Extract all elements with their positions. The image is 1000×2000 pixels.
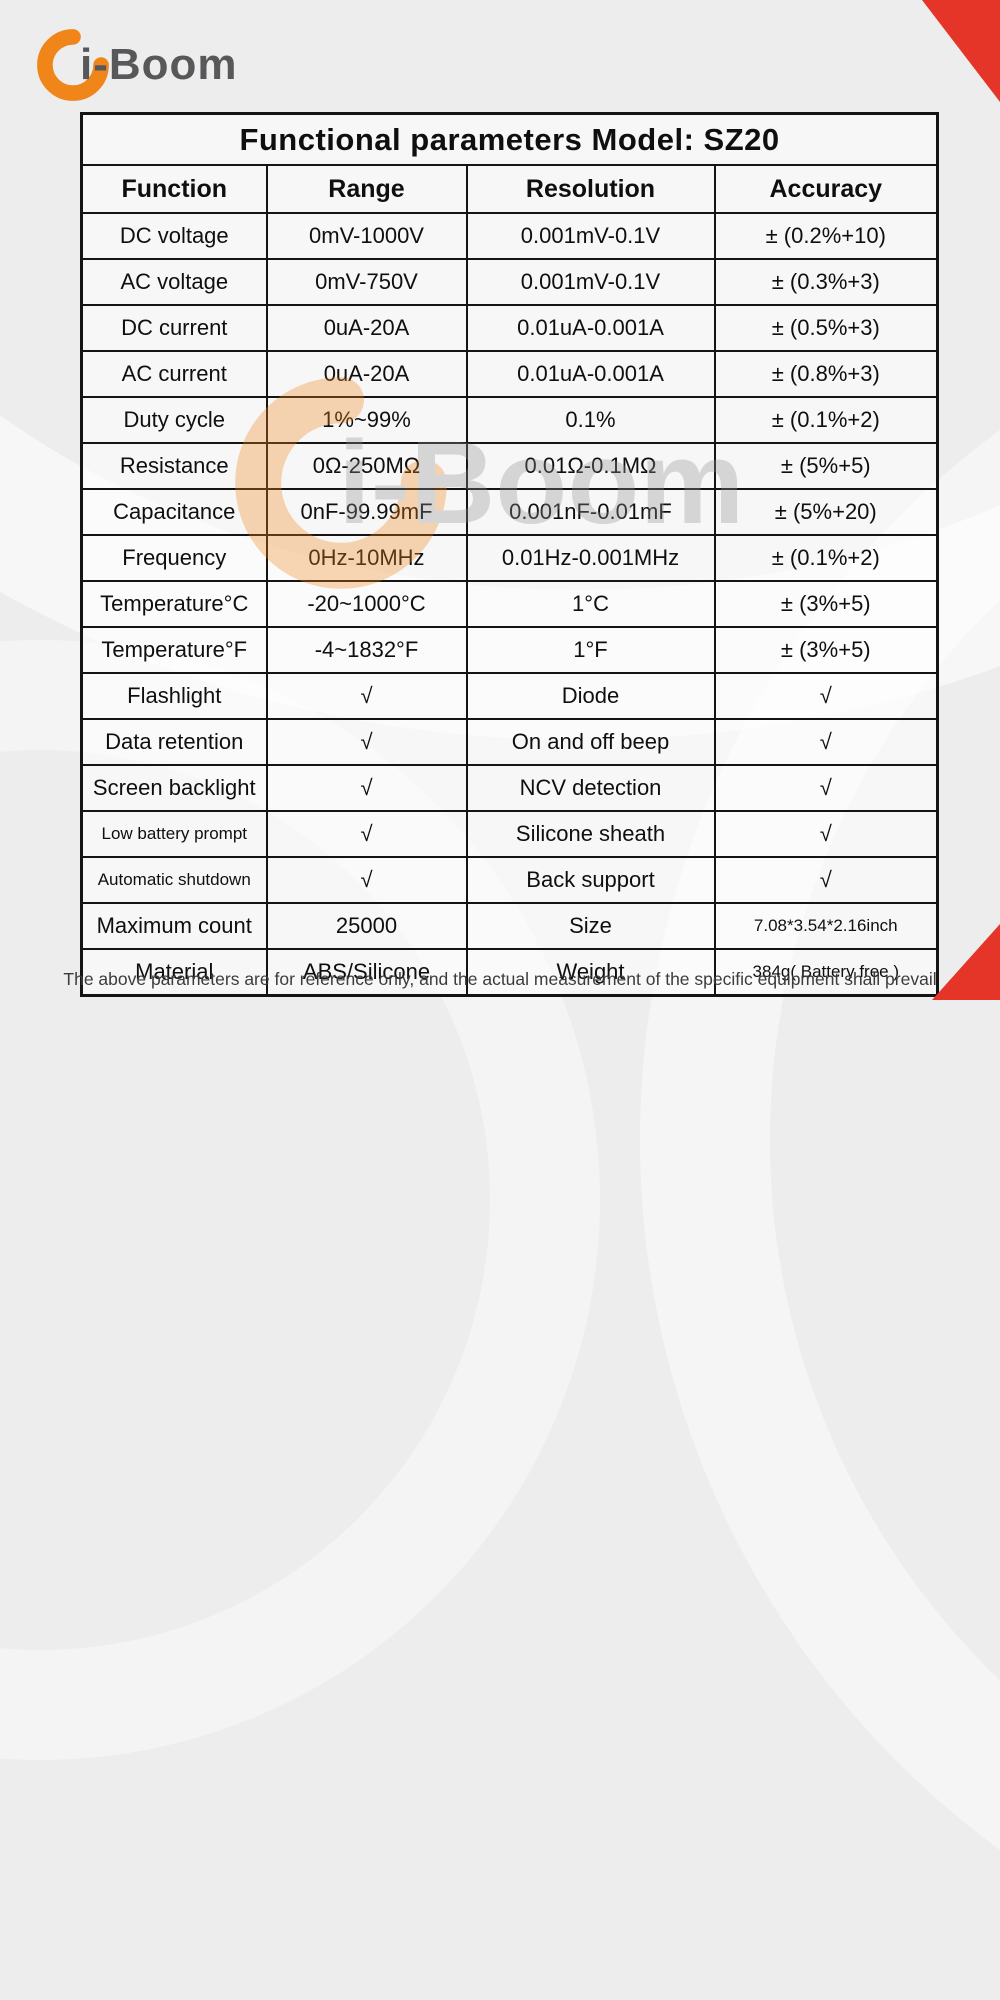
column-header: Range (265, 164, 468, 214)
resolution-cell: 1°F (465, 626, 716, 674)
range-cell: 0uA-20A (265, 304, 468, 352)
function-cell: Automatic shutdown (80, 856, 268, 904)
range-cell: ABS/Silicone (265, 948, 468, 997)
resolution-cell: On and off beep (465, 718, 716, 766)
spec-table: Functional parameters Model: SZ20 Functi… (80, 112, 940, 997)
accuracy-cell: ± (0.8%+3) (713, 350, 939, 398)
range-cell: -4~1832°F (265, 626, 468, 674)
function-cell: AC current (80, 350, 268, 398)
table-row: DC current 0uA-20A 0.01uA-0.001A ± (0.5%+3) (80, 304, 939, 352)
table-row: Capacitance 0nF-99.99mF 0.001nF-0.01mF ± (5… (80, 488, 939, 536)
function-cell: Frequency (80, 534, 268, 582)
function-cell: Screen backlight (80, 764, 268, 812)
accuracy-cell: √ (713, 718, 939, 766)
function-cell: DC current (80, 304, 268, 352)
brand-name: i-Boom (80, 40, 238, 89)
accuracy-cell: ± (0.2%+10) (713, 212, 939, 260)
resolution-cell: 0.001nF-0.01mF (465, 488, 716, 536)
accuracy-cell: ± (0.1%+2) (713, 396, 939, 444)
resolution-cell: 0.01Ω-0.1MΩ (465, 442, 716, 490)
brand-logo: i-Boom (34, 26, 238, 104)
resolution-cell: 1°C (465, 580, 716, 628)
range-cell: 0mV-750V (265, 258, 468, 306)
table-row: DC voltage 0mV-1000V 0.001mV-0.1V ± (0.2%+1… (80, 212, 939, 260)
function-cell: DC voltage (80, 212, 268, 260)
accuracy-cell: ± (3%+5) (713, 580, 939, 628)
function-cell: Capacitance (80, 488, 268, 536)
range-cell: 0mV-1000V (265, 212, 468, 260)
table-row: AC voltage 0mV-750V 0.001mV-0.1V ± (0.3%+3) (80, 258, 939, 306)
range-cell: 1%~99% (265, 396, 468, 444)
function-cell: Duty cycle (80, 396, 268, 444)
table-title-row: Functional parameters Model: SZ20 (80, 112, 939, 166)
accuracy-cell: ± (0.5%+3) (713, 304, 939, 352)
function-cell: Temperature°C (80, 580, 268, 628)
table-row: Temperature°C -20~1000°C 1°C ± (3%+5) (80, 580, 939, 628)
accuracy-cell: √ (713, 672, 939, 720)
brand-swoosh-icon (37, 29, 109, 101)
accuracy-cell: 384g( Battery free ) (713, 948, 939, 997)
function-cell: Temperature°F (80, 626, 268, 674)
table-row: Temperature°F -4~1832°F 1°F ± (3%+5) (80, 626, 939, 674)
table-row: AC current 0uA-20A 0.01uA-0.001A ± (0.8%+3) (80, 350, 939, 398)
resolution-cell: Back support (465, 856, 716, 904)
footer-note: The above parameters are for reference o… (63, 969, 937, 989)
accuracy-cell: √ (713, 856, 939, 904)
table-row: Duty cycle 1%~99% 0.1% ± (0.1%+2) (80, 396, 939, 444)
column-header: Accuracy (713, 164, 939, 214)
accuracy-cell: √ (713, 810, 939, 858)
function-cell: Flashlight (80, 672, 268, 720)
accuracy-cell: 7.08*3.54*2.16inch (713, 902, 939, 950)
table-row: Screen backlight √ NCV detection √ (80, 764, 939, 812)
function-cell: AC voltage (80, 258, 268, 306)
table-row: Frequency 0Hz-10MHz 0.01Hz-0.001MHz ± (0.1%… (80, 534, 939, 582)
resolution-cell: 0.001mV-0.1V (465, 212, 716, 260)
resolution-cell: 0.001mV-0.1V (465, 258, 716, 306)
range-cell: √ (265, 672, 468, 720)
table-row: Resistance 0Ω-250MΩ 0.01Ω-0.1MΩ ± (5%+5) (80, 442, 939, 490)
range-cell: √ (265, 764, 468, 812)
corner-ribbon-top-right-icon (922, 0, 1000, 102)
range-cell: -20~1000°C (265, 580, 468, 628)
table-row: Automatic shutdown √ Back support √ (80, 856, 939, 904)
function-cell: Resistance (80, 442, 268, 490)
range-cell: 0Hz-10MHz (265, 534, 468, 582)
function-cell: Material (80, 948, 268, 997)
function-cell: Maximum count (80, 902, 268, 950)
range-cell: √ (265, 856, 468, 904)
accuracy-cell: ± (5%+5) (713, 442, 939, 490)
table-row: Maximum count 25000 Size 7.08*3.54*2.16inch (80, 902, 939, 950)
range-cell: 0nF-99.99mF (265, 488, 468, 536)
function-cell: Low battery prompt (80, 810, 268, 858)
accuracy-cell: ± (3%+5) (713, 626, 939, 674)
table-row: Low battery prompt √ Silicone sheath √ (80, 810, 939, 858)
range-cell: 0Ω-250MΩ (265, 442, 468, 490)
resolution-cell: 0.01Hz-0.001MHz (465, 534, 716, 582)
accuracy-cell: ± (0.1%+2) (713, 534, 939, 582)
resolution-cell: Weight (465, 948, 716, 997)
resolution-cell: 0.01uA-0.001A (465, 304, 716, 352)
resolution-cell: Silicone sheath (465, 810, 716, 858)
range-cell: 25000 (265, 902, 468, 950)
range-cell: √ (265, 810, 468, 858)
column-header: Resolution (465, 164, 716, 214)
resolution-cell: 0.1% (465, 396, 716, 444)
function-cell: Data retention (80, 718, 268, 766)
column-header: Function (80, 164, 268, 214)
table-row: Data retention √ On and off beep √ (80, 718, 939, 766)
table-title: Functional parameters Model: SZ20 (80, 112, 939, 166)
resolution-cell: Size (465, 902, 716, 950)
resolution-cell: Diode (465, 672, 716, 720)
accuracy-cell: ± (0.3%+3) (713, 258, 939, 306)
accuracy-cell: ± (5%+20) (713, 488, 939, 536)
table-body: DC voltage 0mV-1000V 0.001mV-0.1V ± (0.2%+1… (80, 212, 939, 997)
range-cell: √ (265, 718, 468, 766)
table-row: Material ABS/Silicone Weight 384g( Battery … (80, 948, 939, 997)
accuracy-cell: √ (713, 764, 939, 812)
range-cell: 0uA-20A (265, 350, 468, 398)
table-row: Flashlight √ Diode √ (80, 672, 939, 720)
table-header-row: Function Range Resolution Accuracy (80, 164, 939, 214)
resolution-cell: 0.01uA-0.001A (465, 350, 716, 398)
resolution-cell: NCV detection (465, 764, 716, 812)
